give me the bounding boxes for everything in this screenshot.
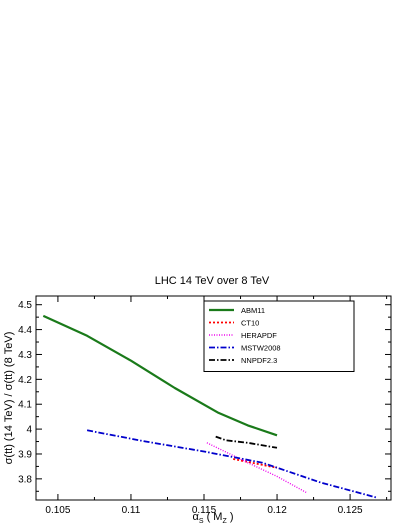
y-tick-label: 4.2 xyxy=(18,375,32,386)
x-tick-label: 0.105 xyxy=(45,505,70,516)
y-axis-label: σ(tt) (14 TeV) / σ(tt) (8 TeV) xyxy=(3,332,15,465)
series-line-herapdf xyxy=(206,442,307,494)
x-axis-label-sub: S xyxy=(199,518,204,525)
y-tick-label: 4.5 xyxy=(18,300,32,311)
legend-label: HERAPDF xyxy=(241,331,277,340)
data-series xyxy=(42,314,377,499)
y-tick-label: 4.1 xyxy=(18,400,32,411)
x-tick-label: 0.125 xyxy=(338,505,363,516)
x-axis-label-alpha: α xyxy=(193,511,200,523)
x-axis-label-paren: ( M xyxy=(204,511,223,523)
axis-ticks: 0.105 0.11 0.115 0.12 0.125 3.8 3.9 4 4.1 4.2 4.3 4… xyxy=(18,296,391,516)
series-line-mstw2008 xyxy=(86,429,377,499)
legend-label: CT10 xyxy=(241,319,259,328)
legend-label: NNPDF2.3 xyxy=(241,356,277,365)
plot-frame xyxy=(35,295,392,501)
x-tick-label: 0.115 xyxy=(192,505,217,516)
legend-label: ABM11 xyxy=(241,306,265,315)
series-line-abm11 xyxy=(42,314,278,437)
y-tick-label: 3.9 xyxy=(18,449,32,460)
legend: ABM11 CT10 HERAPDF MSTW2008 NNPDF2.3 xyxy=(203,300,355,372)
x-tick-label: 0.12 xyxy=(267,505,287,516)
x-tick-label: 0.11 xyxy=(122,505,141,516)
series-line-nnpdf2-3 xyxy=(215,435,278,449)
legend-box xyxy=(203,300,355,372)
series-line-ct10 xyxy=(233,458,278,469)
x-axis-label-sub2: Z xyxy=(222,518,227,525)
chart-title: LHC 14 TeV over 8 TeV xyxy=(155,275,270,287)
y-tick-label: 4.3 xyxy=(18,350,32,361)
y-tick-label: 4 xyxy=(26,425,32,436)
y-tick-label: 3.8 xyxy=(18,474,32,485)
x-axis-label-end: ) xyxy=(227,511,234,523)
legend-label: MSTW2008 xyxy=(241,344,281,353)
x-axis-label: αS ( MZ ) xyxy=(193,511,234,525)
y-tick-label: 4.4 xyxy=(18,325,32,336)
